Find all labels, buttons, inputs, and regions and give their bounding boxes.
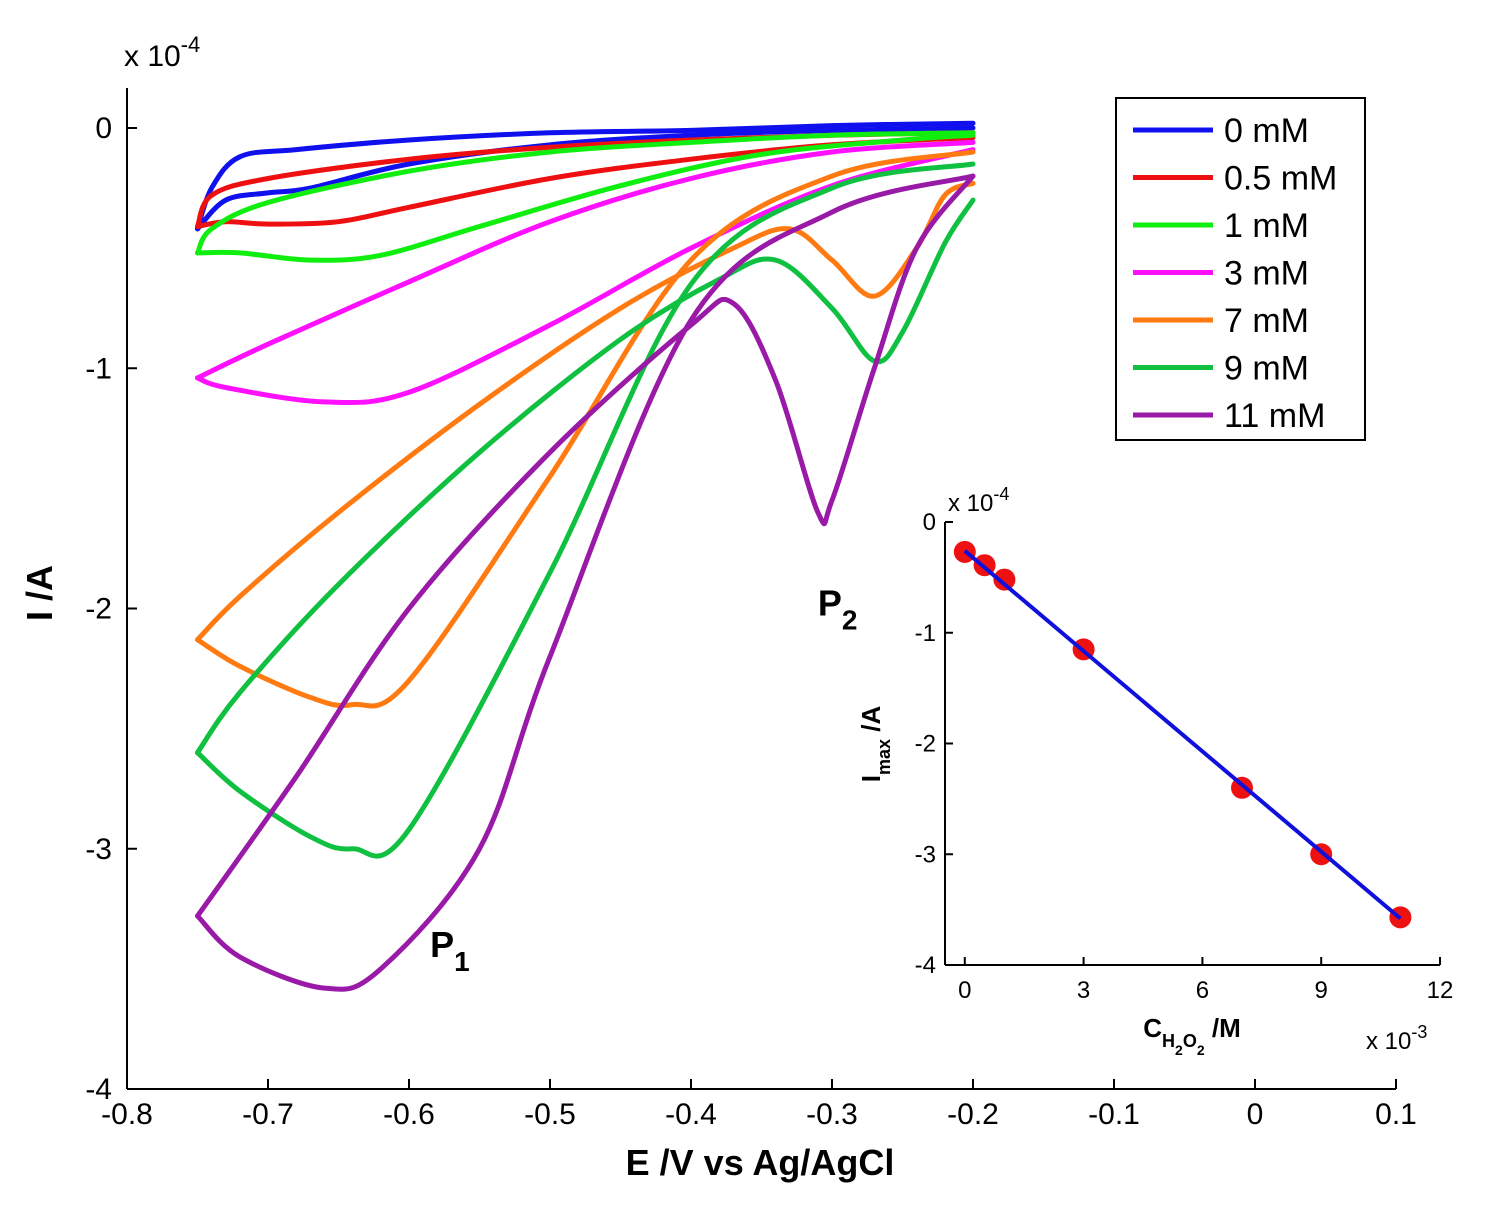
x-tick-label: -0.8 (101, 1098, 153, 1131)
series-0-mm-forward-line (195, 120, 976, 232)
peak-label-1: P1 (430, 924, 470, 977)
y-tick-label: -1 (85, 352, 112, 385)
inset-x-tick-label: 12 (1427, 977, 1454, 1004)
inset-y-tick-label: -2 (915, 731, 936, 758)
legend-items: 0 mM 0.5 mM 1 mM 3 mM 7 mM 9 mM 11 mM (1133, 112, 1337, 435)
inset-x-multiplier: x 10-3 (1366, 1022, 1427, 1055)
inset-x-tick-label: 9 (1315, 977, 1328, 1004)
legend-label: 11 mM (1224, 397, 1325, 435)
legend-label: 9 mM (1224, 350, 1309, 388)
inset-y-ticks: 0 -1 -2 -3 -4 (915, 509, 953, 979)
inset-x-axis-title: CH2O2 /M (1143, 1013, 1241, 1058)
inset-y-axis-title: Imax /A (856, 706, 894, 783)
inset-y-tick-label: 0 (923, 509, 936, 536)
inset-y-tick-label: -3 (915, 841, 936, 868)
legend: 0 mM 0.5 mM 1 mM 3 mM 7 mM 9 mM 11 mM (1115, 97, 1366, 441)
inset-data (953, 540, 1412, 929)
series-11-mm-forward-line (195, 173, 976, 919)
inset-x-tick-label: 6 (1196, 977, 1209, 1004)
inset-fit-line (963, 549, 1402, 921)
x-tick-label: -0.5 (524, 1098, 576, 1131)
y-tick-label: -3 (85, 833, 112, 866)
x-tick-label: -0.7 (242, 1098, 294, 1131)
x-tick-label: -0.3 (806, 1098, 858, 1131)
x-tick-label: -0.2 (947, 1098, 999, 1131)
inset-y-tick-label: -1 (915, 620, 936, 647)
main-x-axis-title: E /V vs Ag/AgCl (626, 1142, 895, 1183)
peak-label-2: P2 (818, 583, 858, 636)
inset-y-tick-label: -4 (915, 952, 936, 979)
series-9-mm-reverse-line (195, 161, 976, 859)
series-3-mm-forward-line (195, 139, 976, 381)
inset-data-point (993, 568, 1016, 591)
y-tick-label: 0 (95, 112, 112, 145)
y-tick-label: -4 (85, 1073, 112, 1106)
legend-label: 0.5 mM (1224, 160, 1337, 198)
series-7-mm-reverse-line (195, 149, 976, 709)
main-series (195, 120, 976, 992)
legend-label: 7 mM (1224, 302, 1309, 340)
legend-label: 3 mM (1224, 255, 1309, 293)
main-y-multiplier: x 10-4 (124, 32, 200, 73)
x-tick-label: -0.6 (383, 1098, 435, 1131)
series-1-mm-forward-line (195, 130, 976, 256)
inset-x-tick-label: 0 (958, 977, 971, 1004)
series-9-mm-forward-line (195, 197, 976, 756)
peak-labels: P1 P2 (430, 583, 857, 977)
inset-plot: 0 3 6 9 12 0 -1 -2 -3 -4 x 10-4 x 10-3 Imax /A C… (856, 484, 1453, 1058)
series-11-mm-reverse-line (195, 173, 976, 992)
inset-x-ticks: 0 3 6 9 12 (958, 957, 1453, 1004)
inset-y-multiplier: x 10-4 (948, 484, 1009, 517)
inset-x-tick-label: 3 (1077, 977, 1090, 1004)
legend-label: 0 mM (1224, 112, 1309, 150)
main-plot: -0.8 -0.7 -0.6 -0.5 -0.4 -0.3 -0.2 -0.1 0 0.1 0 -1… (19, 32, 1417, 1183)
x-tick-label: -0.4 (665, 1098, 717, 1131)
x-tick-label: 0 (1247, 1098, 1264, 1131)
y-tick-label: -2 (85, 593, 112, 626)
main-y-ticks: 0 -1 -2 -3 -4 (85, 112, 137, 1106)
main-y-axis-title: I /A (19, 565, 60, 621)
x-tick-label: -0.1 (1088, 1098, 1140, 1131)
legend-box (1115, 97, 1366, 441)
series-1-mm-reverse-line (195, 132, 976, 263)
x-tick-label: 0.1 (1375, 1098, 1417, 1131)
legend-label: 1 mM (1224, 207, 1309, 245)
main-x-ticks: -0.8 -0.7 -0.6 -0.5 -0.4 -0.3 -0.2 -0.1 0 0.1 (101, 1079, 1417, 1131)
